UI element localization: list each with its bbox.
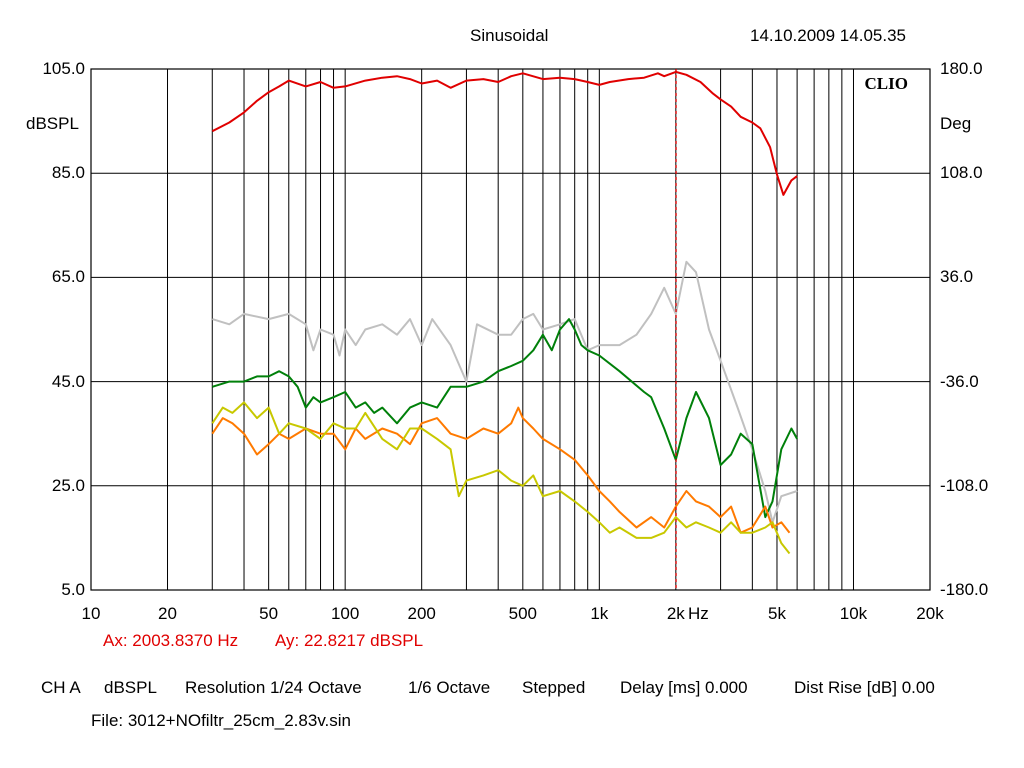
series-line-2 (212, 260, 798, 524)
cursor-y-readout: Ay: 22.8217 dBSPL (275, 631, 424, 650)
right-axis-label: Deg (940, 114, 972, 133)
x-tick-label: 500 (508, 604, 537, 623)
measurement-mode: Sinusoidal (470, 26, 549, 45)
left-tick-label: 25.0 (51, 475, 85, 495)
x-axis-unit: Hz (688, 604, 709, 623)
left-tick-label: 65.0 (51, 267, 85, 287)
series-line-1 (211, 70, 798, 196)
x-tick-label: 20 (158, 604, 177, 623)
left-tick-label: 105.0 (42, 59, 85, 78)
dist-rise-label: Dist Rise [dB] 0.00 (794, 678, 935, 697)
right-tick-label: -180.0 (940, 580, 989, 599)
x-tick-label: 20k (916, 604, 944, 623)
right-tick-label: -108.0 (940, 475, 989, 495)
x-tick-label: 100 (330, 604, 360, 623)
x-tick-label: 10 (81, 604, 101, 623)
delay-label: Delay [ms] 0.000 (620, 678, 748, 697)
plot-frame (90, 68, 931, 591)
smoothing-label: 1/6 Octave (408, 678, 491, 697)
x-tick-label: 10k (839, 604, 868, 623)
resolution-label: Resolution 1/24 Octave (185, 678, 362, 697)
x-tick-label: 1k (590, 604, 609, 623)
x-tick-label: 5k (767, 604, 786, 623)
right-tick-label: 108.0 (940, 163, 983, 183)
series-group (211, 70, 798, 555)
file-label: File: 3012+NOfiltr_25cm_2.83v.sin (91, 711, 352, 730)
left-tick-label: 5.0 (61, 580, 85, 599)
left-tick-label: 85.0 (51, 163, 85, 183)
clio-logo: CLIO (865, 74, 908, 93)
left-tick-label: 45.0 (51, 371, 85, 391)
datetime: 14.10.2009 14.05.35 (750, 26, 906, 45)
channel-label: CH A (41, 678, 81, 697)
series-line-5 (211, 401, 791, 555)
x-tick-label: 200 (407, 604, 436, 623)
sweep-label: Stepped (522, 678, 586, 697)
unit-label: dBSPL (104, 678, 157, 697)
right-tick-label: 36.0 (940, 267, 974, 287)
x-tick-label: 2k (666, 604, 685, 623)
left-axis-label: dBSPL (26, 114, 79, 133)
right-tick-label: 180.0 (940, 59, 983, 78)
grid (90, 68, 931, 591)
right-tick-label: -36.0 (940, 371, 979, 391)
cursor-x-readout: Ax: 2003.8370 Hz (103, 631, 239, 650)
series-line-3 (212, 318, 798, 519)
x-tick-label: 50 (259, 604, 279, 623)
